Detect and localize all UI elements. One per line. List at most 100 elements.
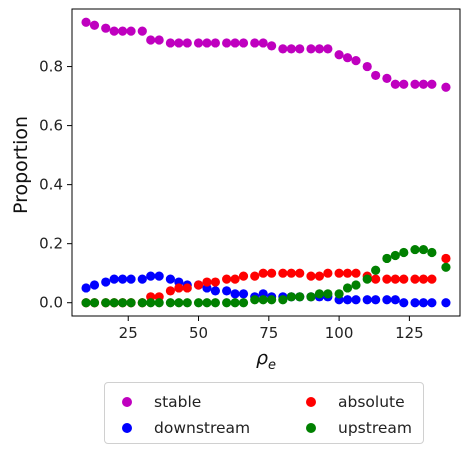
legend-marker-stable: [122, 397, 132, 407]
point-downstream-8: [154, 271, 164, 281]
y-tick-label: 0.0: [39, 294, 63, 312]
y-tick-label: 0.6: [39, 117, 63, 135]
legend-label-absolute: absolute: [338, 393, 405, 411]
points-layer: [81, 17, 451, 308]
point-stable-34: [399, 79, 409, 89]
point-downstream-28: [342, 295, 353, 305]
point-absolute-24: [306, 271, 316, 281]
x-axis-ticks: 25 50 75 100 125: [119, 316, 424, 342]
point-absolute-33: [390, 274, 400, 284]
x-tick-label: 25: [119, 324, 138, 342]
point-downstream-5: [126, 274, 136, 284]
point-upstream-2: [101, 298, 111, 308]
point-downstream-37: [427, 298, 437, 308]
point-absolute-28: [342, 268, 353, 278]
point-upstream-13: [202, 298, 212, 308]
point-stable-18: [250, 38, 260, 48]
point-stable-14: [210, 38, 220, 48]
point-stable-2: [101, 23, 111, 33]
x-axis-label-symbol: ρ: [256, 347, 268, 369]
point-upstream-32: [382, 253, 392, 264]
point-stable-12: [193, 38, 204, 48]
legend-marker-upstream: [306, 423, 316, 433]
point-absolute-31: [371, 274, 381, 284]
point-stable-33: [390, 79, 400, 89]
point-upstream-30: [362, 274, 372, 284]
point-downstream-31: [371, 295, 381, 305]
point-stable-8: [154, 35, 164, 45]
x-axis-label: ρe: [256, 347, 276, 373]
point-stable-6: [137, 26, 147, 36]
x-tick-label: 50: [189, 324, 208, 342]
point-downstream-34: [399, 298, 409, 308]
point-downstream-0: [81, 283, 91, 293]
point-downstream-29: [351, 295, 361, 305]
point-absolute-12: [193, 280, 204, 290]
point-upstream-9: [165, 298, 176, 308]
legend-item-downstream: downstream: [122, 419, 250, 437]
point-absolute-16: [230, 274, 240, 284]
point-upstream-22: [286, 292, 296, 302]
point-upstream-25: [314, 289, 325, 299]
point-downstream-14: [210, 286, 220, 296]
point-downstream-38: [441, 298, 451, 308]
point-upstream-12: [193, 298, 204, 308]
point-downstream-9: [165, 274, 176, 284]
point-upstream-28: [342, 283, 353, 293]
legend-marker-absolute: [306, 397, 316, 407]
point-absolute-37: [427, 274, 437, 284]
point-absolute-11: [182, 283, 192, 293]
point-downstream-35: [410, 298, 420, 308]
point-stable-5: [126, 26, 136, 36]
point-stable-32: [382, 73, 392, 83]
point-absolute-35: [410, 274, 420, 284]
y-axis-label: Proportion: [10, 116, 32, 214]
legend-label-downstream: downstream: [154, 419, 251, 437]
point-stable-20: [267, 41, 277, 51]
point-stable-35: [410, 79, 420, 89]
point-absolute-21: [278, 268, 288, 278]
x-tick-label: 125: [395, 324, 424, 342]
point-absolute-19: [258, 268, 268, 278]
point-downstream-32: [382, 295, 392, 305]
point-upstream-34: [399, 247, 409, 258]
y-tick-label: 0.2: [39, 235, 63, 253]
point-upstream-14: [210, 298, 220, 308]
point-stable-3: [109, 26, 119, 36]
point-stable-21: [278, 44, 288, 54]
point-upstream-4: [118, 298, 128, 308]
point-absolute-13: [202, 277, 212, 287]
legend-item-upstream: upstream: [306, 419, 412, 437]
point-stable-25: [314, 44, 325, 54]
point-downstream-30: [362, 295, 372, 305]
point-absolute-14: [210, 277, 220, 287]
point-downstream-1: [89, 280, 100, 290]
point-stable-23: [295, 44, 305, 54]
point-downstream-36: [418, 298, 429, 308]
point-upstream-0: [81, 298, 91, 308]
point-downstream-15: [222, 286, 232, 296]
legend: stable downstream absolute upstream: [104, 382, 424, 444]
point-upstream-3: [109, 298, 119, 308]
point-absolute-36: [418, 274, 429, 284]
point-stable-15: [222, 38, 232, 48]
legend-item-absolute: absolute: [306, 393, 405, 411]
point-downstream-33: [390, 295, 400, 305]
point-stable-27: [334, 50, 344, 60]
legend-marker-downstream: [122, 423, 132, 433]
point-stable-1: [89, 20, 100, 30]
point-upstream-5: [126, 298, 136, 308]
point-absolute-26: [323, 268, 333, 278]
point-stable-19: [258, 38, 268, 48]
point-stable-10: [174, 38, 184, 48]
point-downstream-3: [109, 274, 119, 284]
point-downstream-16: [230, 289, 240, 299]
point-stable-16: [230, 38, 240, 48]
point-stable-4: [118, 26, 128, 36]
point-upstream-21: [278, 295, 288, 305]
point-upstream-33: [390, 250, 400, 261]
point-upstream-1: [89, 298, 100, 308]
point-downstream-7: [146, 271, 156, 281]
point-upstream-16: [230, 298, 240, 308]
